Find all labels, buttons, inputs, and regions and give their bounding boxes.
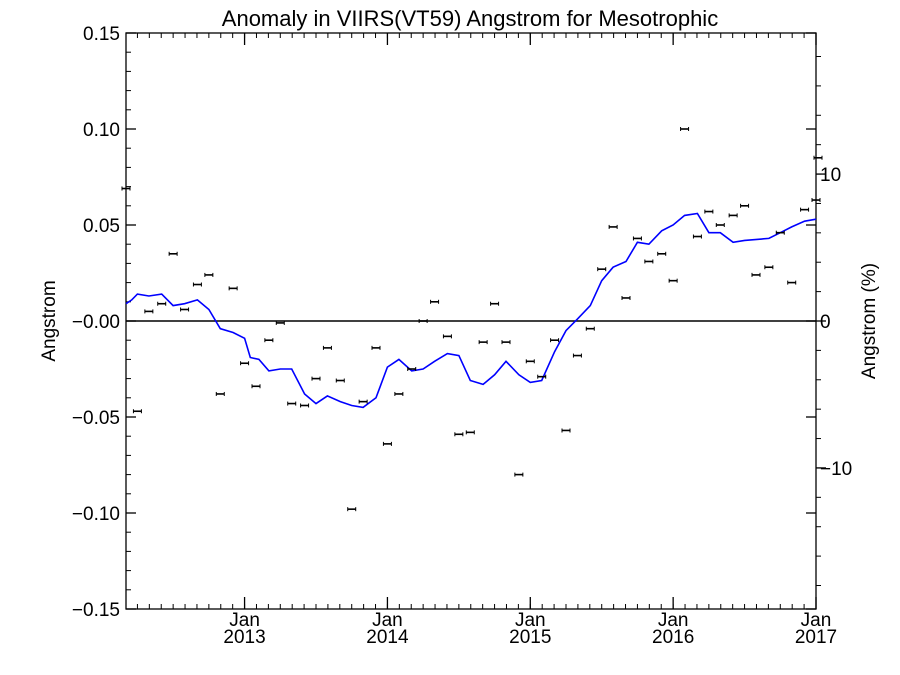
data-point [811,198,821,203]
y-tick-label: 0.05 [83,216,120,237]
data-point [407,367,417,371]
data-point [347,507,357,512]
y-tick-label: −0.15 [72,600,120,621]
y-tick-label: −0.00 [72,312,120,333]
data-point [657,251,667,256]
y2-axis-label: Angstrom (%) [859,263,880,379]
x-tick-year: 2013 [223,627,265,648]
data-point [740,203,750,208]
x-tick-month: Jan [515,610,546,631]
data-point [311,376,321,381]
data-point [728,213,738,218]
data-point [704,209,714,214]
x-tick-year: 2017 [795,627,837,648]
data-point [358,399,368,404]
data-point [394,391,404,396]
x-tick-month: Jan [372,610,403,631]
data-point [192,282,202,287]
data-point [454,432,464,437]
x-tick-month: Jan [801,610,832,631]
axis-ticks: 0.15 0.10 0.05 −0.00 −0.05 −0.10 −0.15 10 0 −10 Ja… [72,24,852,648]
x-tick-year: 2015 [509,627,551,648]
data-point [813,155,823,160]
data-point [537,374,547,379]
chart-title: Anomaly in VIIRS(VT59) Angstrom for Meso… [222,6,718,31]
x-tick-year: 2014 [366,627,409,648]
data-point [644,259,654,264]
data-point [585,326,595,331]
data-point [180,307,190,312]
data-point [215,391,225,396]
data-point [751,272,761,277]
data-point [264,338,274,343]
data-point [597,267,607,272]
data-point [465,430,475,435]
data-point [287,401,297,406]
x-tick-month: Jan [229,610,260,631]
plot-area [121,32,823,610]
data-point [787,280,797,285]
data-point [157,301,167,306]
y2-tick-label: −10 [820,459,852,480]
data-point [550,338,560,343]
data-point [632,236,642,241]
data-point [608,224,618,229]
data-point [764,265,774,270]
smoothed-anomaly-line [125,212,817,409]
data-point [621,295,631,300]
data-point [668,278,678,283]
data-point [228,286,238,291]
data-point [132,409,142,414]
data-point [371,345,381,350]
data-point [561,428,571,433]
data-point [322,345,332,350]
data-point [800,207,810,212]
y-tick-label: −0.10 [72,504,120,525]
data-point [692,234,702,239]
data-point [572,353,582,358]
data-point [514,472,524,477]
data-point [430,299,440,304]
y-axis-label: Angstrom [39,280,60,361]
y-tick-label: −0.05 [72,408,120,429]
data-point [478,340,488,345]
y2-tick-label: 10 [820,165,841,186]
data-point [168,251,178,256]
data-point [442,334,452,339]
data-point [121,186,131,191]
x-tick-month: Jan [658,610,689,631]
data-points [121,127,823,512]
y2-tick-label: 0 [820,312,831,333]
data-point [204,272,214,277]
data-point [300,403,310,408]
data-point [251,384,261,389]
data-point [418,319,428,323]
data-point [501,340,511,345]
data-point [144,309,154,314]
data-point [382,441,392,446]
data-point [715,223,725,227]
data-point [680,127,690,131]
data-point [525,359,535,364]
y-tick-label: 0.15 [83,24,120,45]
data-point [240,361,250,366]
x-tick-year: 2016 [652,627,694,648]
data-point [275,320,285,325]
y-tick-label: 0.10 [83,120,120,141]
data-point [775,230,785,235]
data-point [490,301,500,306]
data-point [335,378,345,383]
